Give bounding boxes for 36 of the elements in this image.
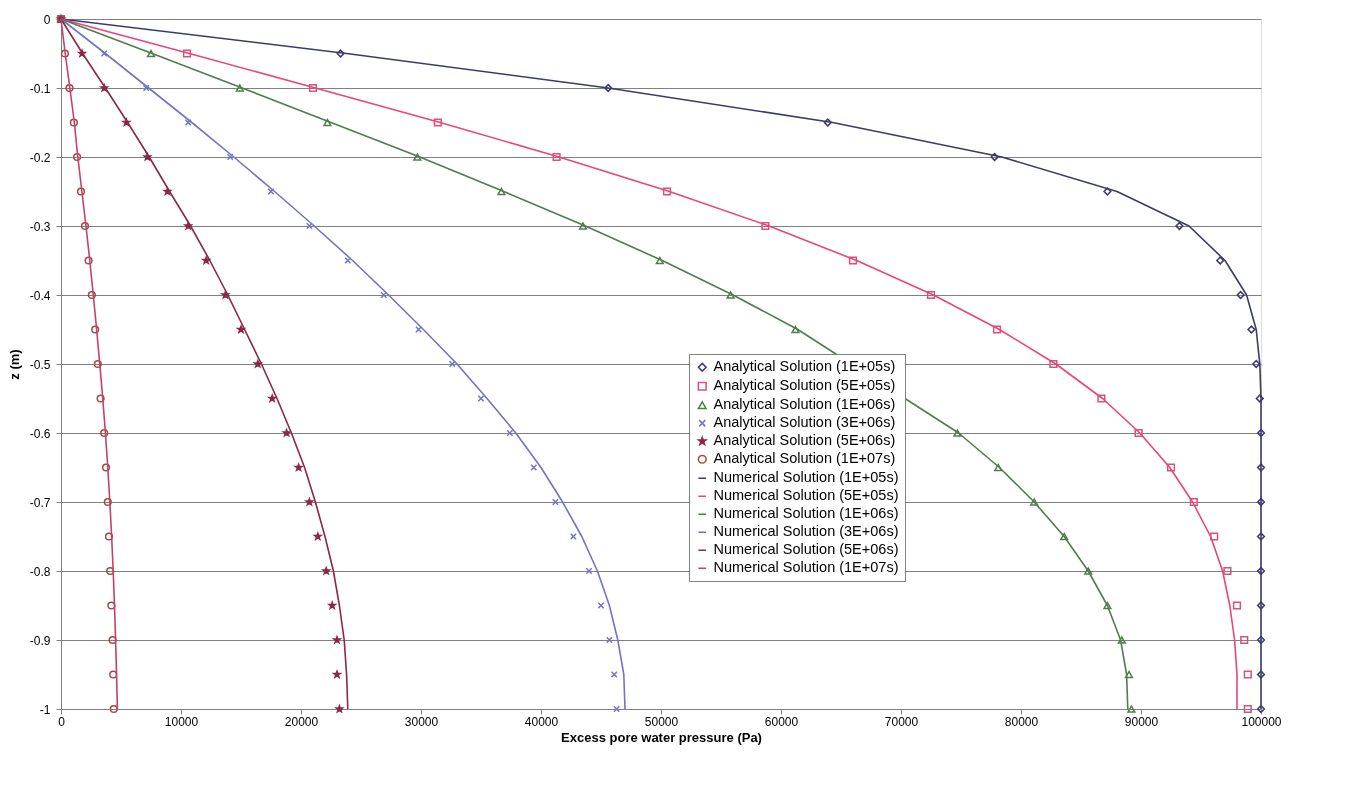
x-axis-title: Excess pore water pressure (Pa)	[561, 729, 762, 745]
legend-label: Analytical Solution (1E+05s)	[713, 358, 896, 375]
legend-label: Analytical Solution (5E+06s)	[713, 432, 896, 449]
x-tick-label: 80000	[1004, 714, 1039, 729]
y-tick-label: -0.9	[29, 633, 51, 648]
x-tick-label: 30000	[404, 714, 439, 729]
y-axis-title: z (m)	[6, 349, 22, 380]
y-tick-label: -0.1	[29, 81, 51, 96]
y-tick-label: -0.6	[29, 426, 51, 441]
x-tick-label: 100000	[1241, 714, 1282, 729]
legend-label: Numerical Solution (1E+07s)	[713, 559, 899, 576]
legend-label: Numerical Solution (1E+05s)	[713, 469, 899, 486]
legend-label: Analytical Solution (1E+06s)	[713, 396, 896, 413]
y-tick-label: -1	[39, 702, 51, 717]
x-tick-label: 40000	[524, 714, 559, 729]
legend-label: Analytical Solution (5E+05s)	[713, 377, 896, 394]
legend-label: Numerical Solution (5E+06s)	[713, 541, 899, 558]
x-tick-label: 90000	[1124, 714, 1159, 729]
x-tick-label: 0	[58, 714, 66, 729]
x-tick-label: 10000	[164, 714, 199, 729]
y-tick-label: -0.7	[29, 495, 51, 510]
x-tick-label: 50000	[644, 714, 679, 729]
x-tick-label: 20000	[284, 714, 319, 729]
legend-label: Numerical Solution (3E+06s)	[713, 523, 899, 540]
y-tick-label: -0.3	[29, 219, 51, 234]
legend-label: Numerical Solution (1E+06s)	[713, 505, 899, 522]
legend-label: Analytical Solution (3E+06s)	[713, 414, 896, 431]
legend-label: Analytical Solution (1E+07s)	[713, 450, 896, 467]
legend-label: Numerical Solution (5E+05s)	[713, 487, 899, 504]
x-tick-label: 60000	[764, 714, 799, 729]
y-tick-label: -0.5	[29, 357, 51, 372]
y-tick-label: -0.4	[29, 288, 51, 303]
y-tick-label: -0.8	[29, 564, 51, 579]
y-tick-label: -0.2	[29, 150, 51, 165]
x-tick-label: 70000	[884, 714, 919, 729]
y-tick-label: 0	[43, 12, 51, 27]
